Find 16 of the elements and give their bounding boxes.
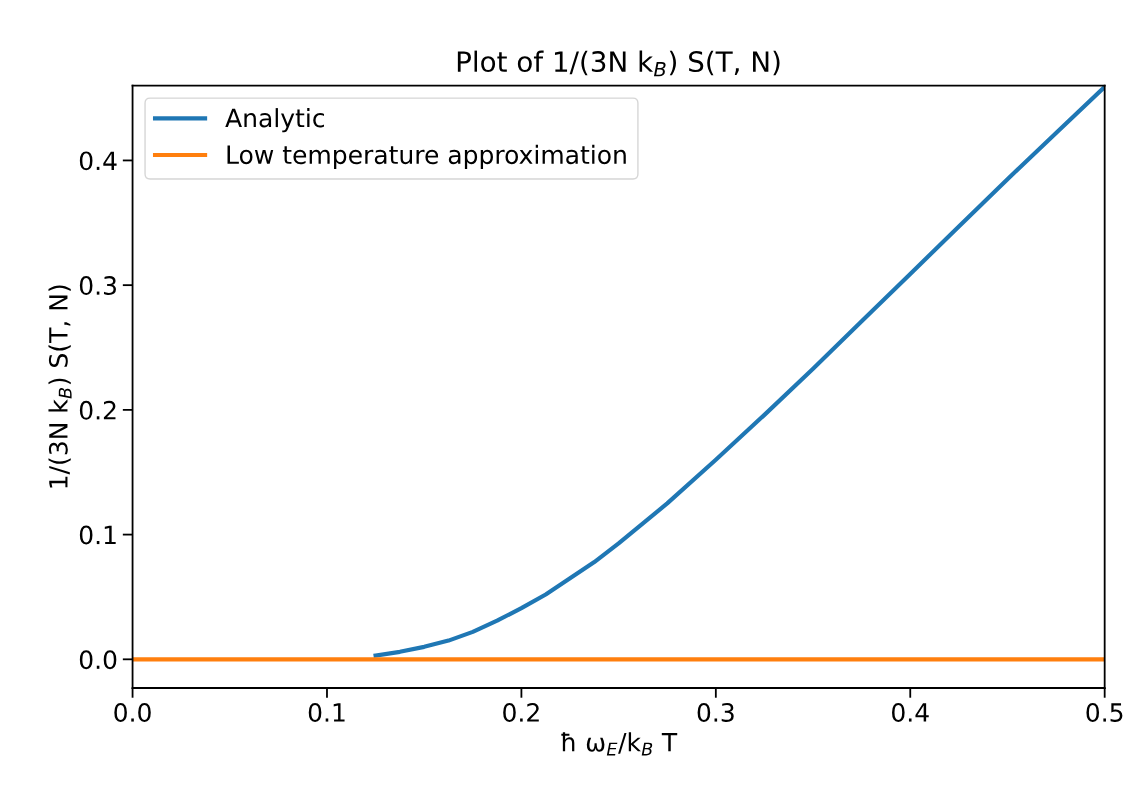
x-tick-label: 0.5 xyxy=(1086,703,1123,722)
legend-label: Low temperature approximation xyxy=(227,144,626,169)
y-tick-label: 0.0 xyxy=(79,650,117,670)
x-tick-label: 0.0 xyxy=(114,703,151,722)
y-tick-label: 0.3 xyxy=(79,276,116,296)
y-tick-label: 0.4 xyxy=(79,151,117,171)
y-axis-title: 1/(3N k$_{B}$) S(T, N) xyxy=(48,285,72,488)
y-tick-label: 0.2 xyxy=(79,400,116,420)
x-tick-label: 0.1 xyxy=(308,703,345,722)
y-tick-label: 0.1 xyxy=(79,525,116,545)
chart-title: Plot of 1/(3N k$_{B}$) S(T, N) xyxy=(457,50,780,77)
x-tick-label: 0.2 xyxy=(503,703,539,722)
x-tick-label: 0.3 xyxy=(697,703,734,722)
x-axis-title: ħ ω$_{E}$/k$_{B}$ T xyxy=(561,732,678,756)
legend-label: Analytic xyxy=(225,108,325,133)
x-tick-label: 0.4 xyxy=(892,703,929,722)
